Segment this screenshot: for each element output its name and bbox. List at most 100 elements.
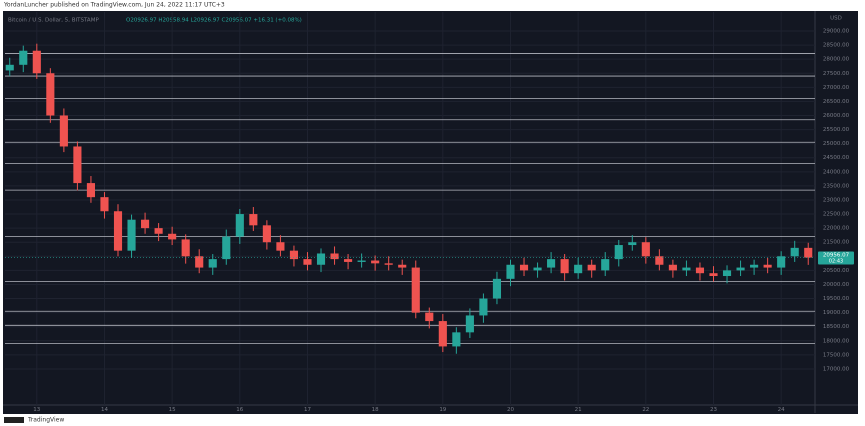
attribution: YordanLuncher published on TradingView.c…	[3, 2, 225, 9]
candle-body	[73, 146, 82, 184]
candle-body	[641, 242, 650, 257]
candle-body	[59, 115, 68, 147]
y-tick-label: 27500.00	[823, 71, 850, 77]
candle-body	[682, 267, 691, 271]
x-tick-label: 17	[304, 407, 311, 413]
y-tick-label: 20000.00	[823, 282, 850, 288]
y-tick-label: 29000.00	[823, 29, 850, 35]
candle-body	[601, 259, 610, 271]
candle-body	[519, 264, 529, 271]
y-tick-label: 28500.00	[823, 43, 850, 49]
candle-body	[168, 233, 177, 240]
brand-logo	[4, 417, 24, 423]
x-tick-label: 19	[439, 407, 446, 413]
candle-body	[763, 264, 772, 268]
candle-body	[289, 250, 299, 260]
candle-body	[276, 242, 285, 251]
candle-body	[154, 228, 163, 234]
candle-body	[587, 264, 596, 271]
x-tick-label: 21	[575, 407, 582, 413]
x-tick-label: 22	[642, 407, 649, 413]
candle-body	[235, 214, 244, 237]
x-tick-label: 20	[507, 407, 514, 413]
candle-body	[479, 298, 488, 316]
y-tick-label: 24000.00	[823, 169, 850, 175]
y-tick-label: 23500.00	[823, 183, 850, 189]
y-tick-label: 23000.00	[823, 197, 850, 203]
y-tick-label: 18500.00	[823, 324, 850, 330]
candle-body	[398, 264, 407, 268]
x-tick-label: 23	[710, 407, 717, 413]
candle-body	[384, 263, 393, 265]
y-tick-label: 20500.00	[823, 268, 850, 274]
y-tick-label: 19000.00	[823, 310, 850, 316]
y-tick-label: 17000.00	[823, 366, 850, 372]
x-tick-label: 15	[169, 407, 176, 413]
chart-background	[3, 11, 858, 414]
y-tick-label: 24500.00	[823, 155, 850, 161]
candle-body	[222, 236, 231, 260]
y-tick-label: 28000.00	[823, 57, 850, 63]
countdown-label: 02:43	[829, 259, 843, 265]
candle-body	[425, 312, 434, 322]
y-tick-label: 25500.00	[823, 127, 850, 133]
last-price-label: 20956.07	[823, 253, 850, 259]
candle-body	[316, 253, 326, 265]
candle-body	[357, 260, 366, 262]
y-tick-label: 27000.00	[823, 85, 850, 91]
candle-body	[181, 239, 190, 257]
y-tick-label: 17500.00	[823, 352, 850, 358]
candle-body	[195, 256, 204, 268]
y-tick-label: 22000.00	[823, 226, 850, 232]
candle-body	[506, 264, 515, 279]
brand: TradingView	[27, 417, 64, 424]
candle-body	[86, 183, 95, 198]
y-tick-label: 25000.00	[823, 141, 850, 147]
candle-body	[655, 256, 664, 265]
candle-body	[100, 197, 109, 212]
y-tick-label: 19500.00	[823, 296, 850, 302]
candle-body	[19, 50, 28, 65]
candle-body	[5, 64, 14, 71]
candle-body	[492, 278, 502, 299]
candle-body	[344, 259, 353, 262]
x-tick-label: 16	[236, 407, 243, 413]
last-price-box	[818, 251, 854, 265]
x-tick-label: 18	[372, 407, 379, 413]
y-tick-label: 26500.00	[823, 99, 850, 105]
candle-body	[303, 259, 312, 265]
candle-body	[46, 73, 55, 116]
candle-body	[371, 260, 380, 264]
y-tick-label: 26000.00	[823, 113, 850, 119]
candle-body	[750, 264, 759, 268]
candle-body	[113, 211, 123, 251]
ohlc-values: O20926.97 H20958.94 L20926.97 C20956.07 …	[126, 18, 302, 24]
x-tick-label: 13	[33, 407, 40, 413]
candle-body	[249, 214, 258, 226]
candle-body	[141, 219, 150, 229]
candle-body	[668, 264, 677, 271]
symbol-title: Bitcoin / U.S. Dollar, 5, BITSTAMP	[8, 18, 99, 24]
x-tick-label: 24	[778, 407, 785, 413]
y-tick-label: 21500.00	[823, 240, 850, 246]
candle-body	[262, 225, 271, 243]
candle-body	[411, 267, 420, 313]
candle-body	[330, 253, 339, 260]
y-tick-label: 22500.00	[823, 212, 850, 218]
candle-body	[614, 245, 623, 260]
candle-body	[127, 219, 136, 251]
candle-body	[32, 50, 41, 74]
candle-body	[208, 259, 217, 268]
currency-label: USD	[830, 16, 842, 22]
candle-body	[736, 267, 745, 271]
candle-body	[722, 270, 732, 277]
candle-body	[574, 264, 583, 274]
candle-body	[777, 256, 786, 268]
candle-body	[533, 267, 542, 271]
candle-body	[547, 259, 556, 268]
candle-body	[790, 247, 799, 257]
candle-body	[804, 247, 813, 258]
candle-body	[628, 242, 637, 246]
candle-body	[709, 273, 718, 277]
